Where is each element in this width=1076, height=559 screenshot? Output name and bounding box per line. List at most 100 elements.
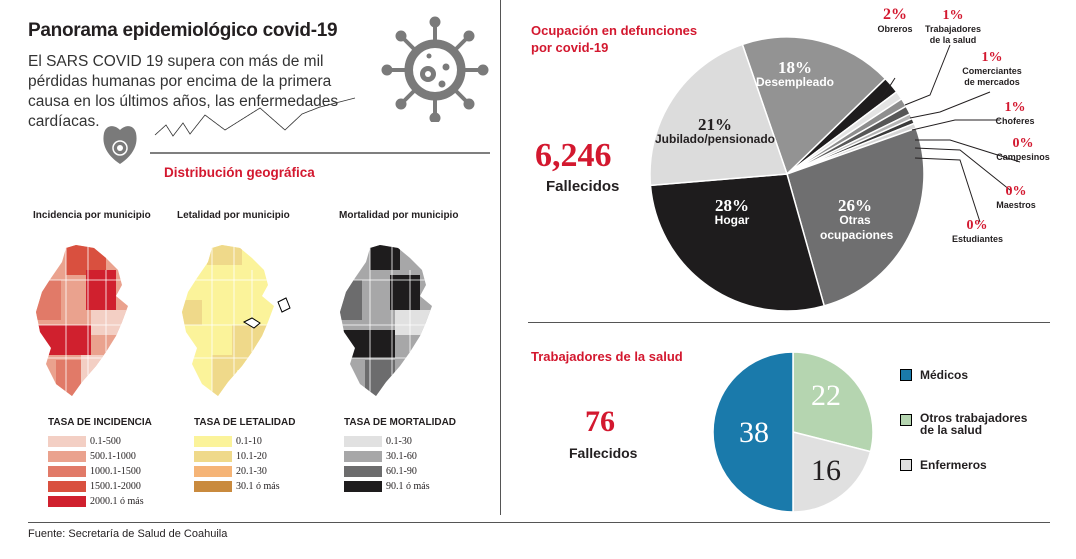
legend-item-medicos: Médicos	[900, 368, 1030, 382]
legend-label: 60.1-90	[386, 466, 417, 477]
legend-swatch	[344, 451, 382, 462]
legend-swatch	[900, 369, 912, 381]
cat: Otras ocupaciones	[820, 213, 894, 242]
legend-label: Enfermeros	[920, 458, 987, 472]
legend-label: 1000.1-1500	[90, 466, 141, 477]
cat: Desempleado	[755, 75, 835, 89]
cat: Campesinos	[996, 152, 1050, 162]
legend-row: 60.1-90	[344, 464, 456, 479]
slice-value-label: 22	[811, 379, 841, 412]
legend-item-enfermeros: Enfermeros	[900, 458, 1030, 472]
callout-obreros: 2% Obreros	[875, 6, 915, 35]
cat: Estudiantes	[952, 234, 1004, 244]
legend-swatch	[194, 481, 232, 492]
legend-swatch	[344, 466, 382, 477]
legend-label: 500.1-1000	[90, 451, 136, 462]
legend-swatch	[194, 466, 232, 477]
legend-label: 0.1-30	[386, 436, 412, 447]
legend-label: 90.1 ó más	[386, 481, 430, 492]
callout-line	[879, 77, 896, 101]
legend-title: TASA DE INCIDENCIA	[48, 417, 152, 428]
bottom-divider	[28, 522, 1050, 523]
legend-swatch	[344, 436, 382, 447]
legend-label: 20.1-30	[236, 466, 267, 477]
deaths-total-label: Fallecidos	[546, 178, 620, 195]
callout-maestros: 0% Maestros	[994, 184, 1038, 211]
legend-swatch	[48, 481, 86, 492]
legend-swatch	[48, 436, 86, 447]
legend-row: 2000.1 ó más	[48, 494, 152, 509]
occupation-slice-otras-ocupaciones	[786, 127, 925, 307]
callout-campesinos: 0% Campesinos	[995, 136, 1051, 163]
legend-title: TASA DE MORTALIDAD	[344, 417, 457, 428]
cat: Hogar	[714, 213, 750, 227]
legend-row: 10.1-20	[194, 449, 295, 464]
callout-comerciantes: 1% Comerciantes de mercados	[958, 50, 1026, 88]
legend-row: 0.1-10	[194, 434, 295, 449]
legend-row: 0.1-500	[48, 434, 152, 449]
legend-row: 1000.1-1500	[48, 464, 152, 479]
legend-label: Médicos	[920, 368, 969, 382]
deaths-title-line1: Ocupación en defunciones	[531, 23, 698, 38]
page-title: Panorama epidemiológico covid-19	[28, 20, 338, 41]
occupation-slice-hogar	[649, 173, 826, 312]
callout-line	[911, 119, 1000, 131]
legend-swatch	[900, 414, 912, 426]
cat: Obreros	[877, 24, 913, 34]
slice-value-label: 16	[811, 454, 841, 487]
cat: Choferes	[995, 116, 1035, 126]
map-title-letalidad: Letalidad por municipio	[177, 210, 290, 221]
legend-letalidad: TASA DE LETALIDAD 0.1-10 10.1-20 20.1-30 30…	[194, 417, 295, 494]
legend-row: 0.1-30	[344, 434, 456, 449]
callout-line	[914, 147, 1011, 191]
cat: Comerciantes de mercados	[962, 66, 1022, 87]
pct: 1%	[981, 50, 1003, 65]
pct: 2%	[883, 6, 907, 23]
health-slice-enfermeros	[792, 431, 872, 513]
callout-line	[914, 157, 981, 223]
pct: 0%	[1012, 136, 1034, 151]
legend-label: 1500.1-2000	[90, 481, 141, 492]
deaths-title: Ocupación en defunciones por covid-19	[531, 22, 697, 56]
legend-swatch	[48, 496, 86, 507]
slice-label-hogar: 28% Hogar	[692, 196, 772, 228]
intro-text: El SARS COVID 19 supera con más de mil p…	[28, 53, 339, 130]
legend-row: 1500.1-2000	[48, 479, 152, 494]
legend-row: 20.1-30	[194, 464, 295, 479]
pct: 28%	[715, 196, 749, 215]
legend-swatch	[900, 459, 912, 471]
heart-icon	[103, 126, 137, 164]
callout-line	[909, 91, 991, 119]
health-slice-otros-trabajadores-de-la-salud	[792, 351, 874, 453]
legend-label: 2000.1 ó más	[90, 496, 144, 507]
legend-incidencia: TASA DE INCIDENCIA 0.1-500 500.1-1000 1000…	[48, 417, 152, 509]
legend-label: Otros trabajadores de la salud	[920, 411, 1028, 437]
deaths-title-line2: por covid-19	[531, 40, 609, 55]
choropleth-maps	[36, 245, 432, 396]
virus-icon	[381, 16, 489, 122]
callout-line	[904, 44, 951, 106]
callout-trabajadores: 1% Trabajadores de la salud	[922, 8, 984, 46]
health-title: Trabajadores de la salud	[531, 349, 683, 364]
legend-row: 30.1 ó más	[194, 479, 295, 494]
legend-row: 90.1 ó más	[344, 479, 456, 494]
legend-label: 0.1-10	[236, 436, 262, 447]
slice-label-desempleado: 18% Desempleado	[755, 58, 835, 90]
legend-swatch	[194, 436, 232, 447]
legend-swatch	[48, 451, 86, 462]
pct: 0%	[1005, 184, 1027, 199]
legend-row: 30.1-60	[344, 449, 456, 464]
legend-mortalidad: TASA DE MORTALIDAD 0.1-30 30.1-60 60.1-90 9…	[344, 417, 456, 494]
health-total: 76	[585, 405, 615, 438]
occupation-slice-jubilado-pensionado	[649, 43, 789, 187]
callout-line	[915, 139, 1021, 163]
pct: 18%	[778, 58, 812, 77]
source-note: Fuente: Secretaría de Salud de Coahuila	[28, 528, 228, 540]
health-legend: Médicos Otros trabajadores de la salud E…	[900, 368, 1030, 472]
health-workers-pie-chart: 22 16 38	[712, 351, 874, 513]
pct: 26%	[838, 196, 872, 215]
map-title-incidencia: Incidencia por municipio	[33, 210, 151, 221]
callout-estudiantes: 0% Estudiantes	[952, 218, 1004, 245]
callout-choferes: 1% Choferes	[995, 100, 1035, 127]
slice-label-jubilado: 21% Jubilado/pensionado	[655, 116, 775, 147]
